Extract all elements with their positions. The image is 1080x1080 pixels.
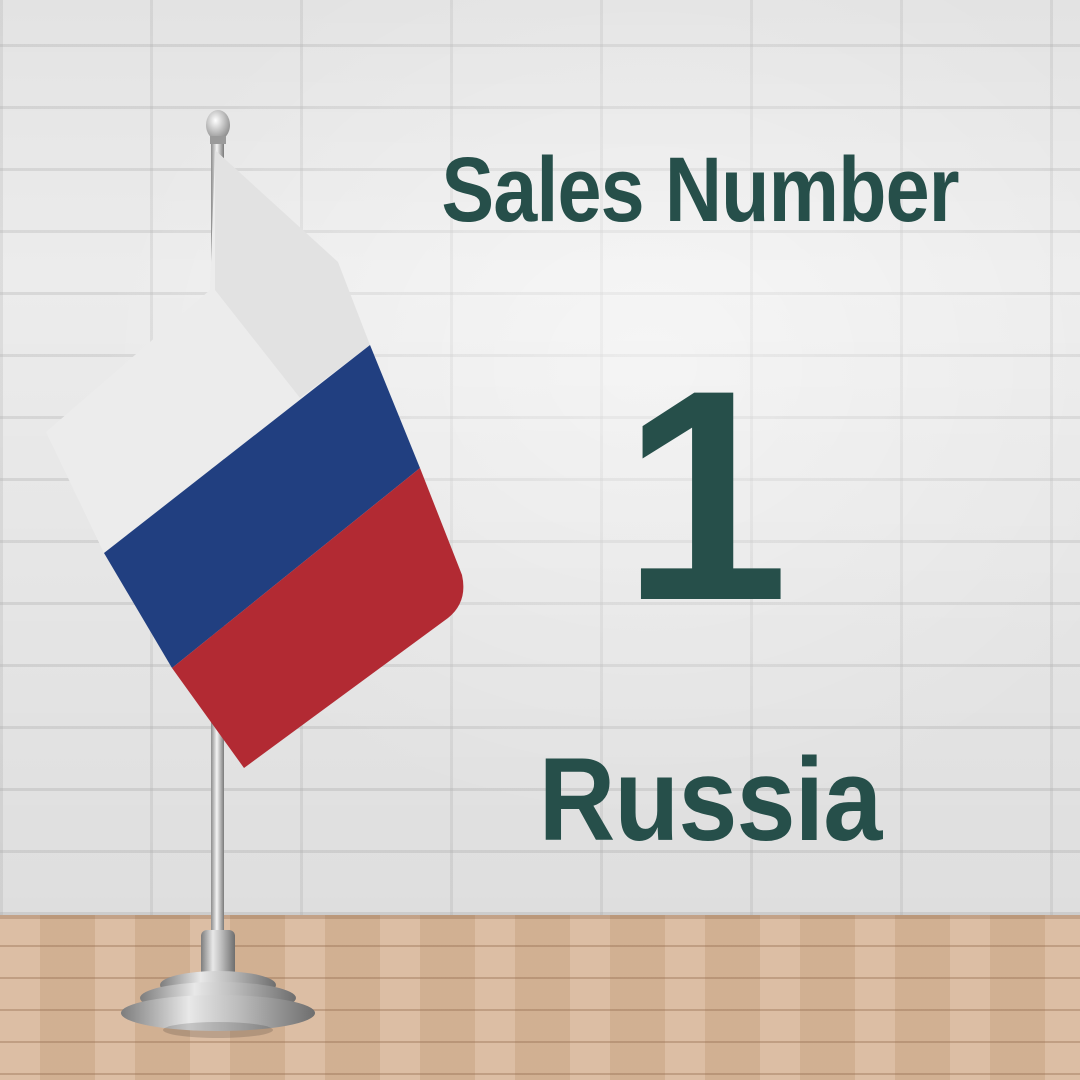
country-name: Russia xyxy=(538,734,883,866)
page-title: Sales Number xyxy=(441,139,959,241)
brick-wall-background xyxy=(0,0,1080,915)
flag-cloth xyxy=(46,150,464,768)
sales-rank-number: 1 xyxy=(622,327,789,663)
flag-stand-icon xyxy=(121,110,315,1038)
